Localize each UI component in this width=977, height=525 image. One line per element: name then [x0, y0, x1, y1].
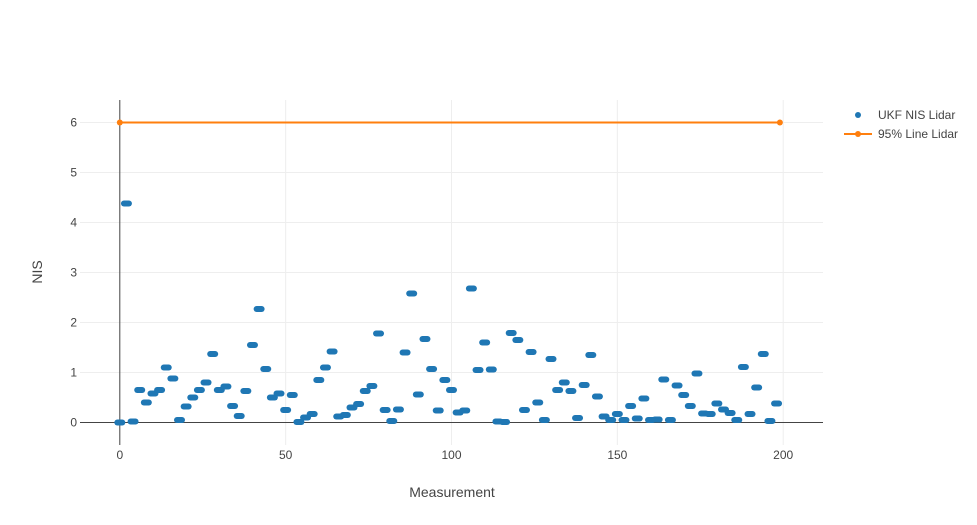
legend-item[interactable]: UKF NIS Lidar — [855, 108, 955, 122]
data-point — [776, 119, 783, 126]
legend-item[interactable]: 95% Line Lidar — [844, 127, 958, 141]
series-layer — [114, 119, 783, 426]
x-tick-label: 200 — [773, 448, 793, 462]
tick-labels: 0 50 100 150 200 0 1 2 3 4 5 6 — [70, 116, 793, 463]
series-ukf-nis-lidar — [114, 200, 783, 426]
x-tick-label: 150 — [607, 448, 627, 462]
y-tick-label: 5 — [70, 166, 77, 180]
x-tick-label: 100 — [441, 448, 461, 462]
y-tick-label: 2 — [70, 316, 77, 330]
x-tick-label: 0 — [116, 448, 123, 462]
series-line-95-lidar — [116, 119, 783, 126]
x-axis-title: Measurement — [409, 484, 495, 500]
legend-marker — [855, 112, 861, 118]
y-tick-label: 1 — [70, 366, 77, 380]
y-axis-title: NIS — [29, 260, 45, 283]
axes — [80, 100, 823, 445]
legend-label: UKF NIS Lidar — [878, 108, 955, 122]
y-tick-label: 4 — [70, 216, 77, 230]
legend-label: 95% Line Lidar — [878, 127, 958, 141]
legend[interactable]: UKF NIS Lidar 95% Line Lidar — [844, 108, 958, 141]
y-tick-label: 3 — [70, 266, 77, 280]
y-tick-label: 6 — [70, 116, 77, 130]
y-tick-label: 0 — [70, 416, 77, 430]
data-point — [116, 119, 123, 126]
legend-marker — [855, 131, 861, 137]
x-tick-label: 50 — [279, 448, 293, 462]
grid-lines — [80, 100, 823, 445]
